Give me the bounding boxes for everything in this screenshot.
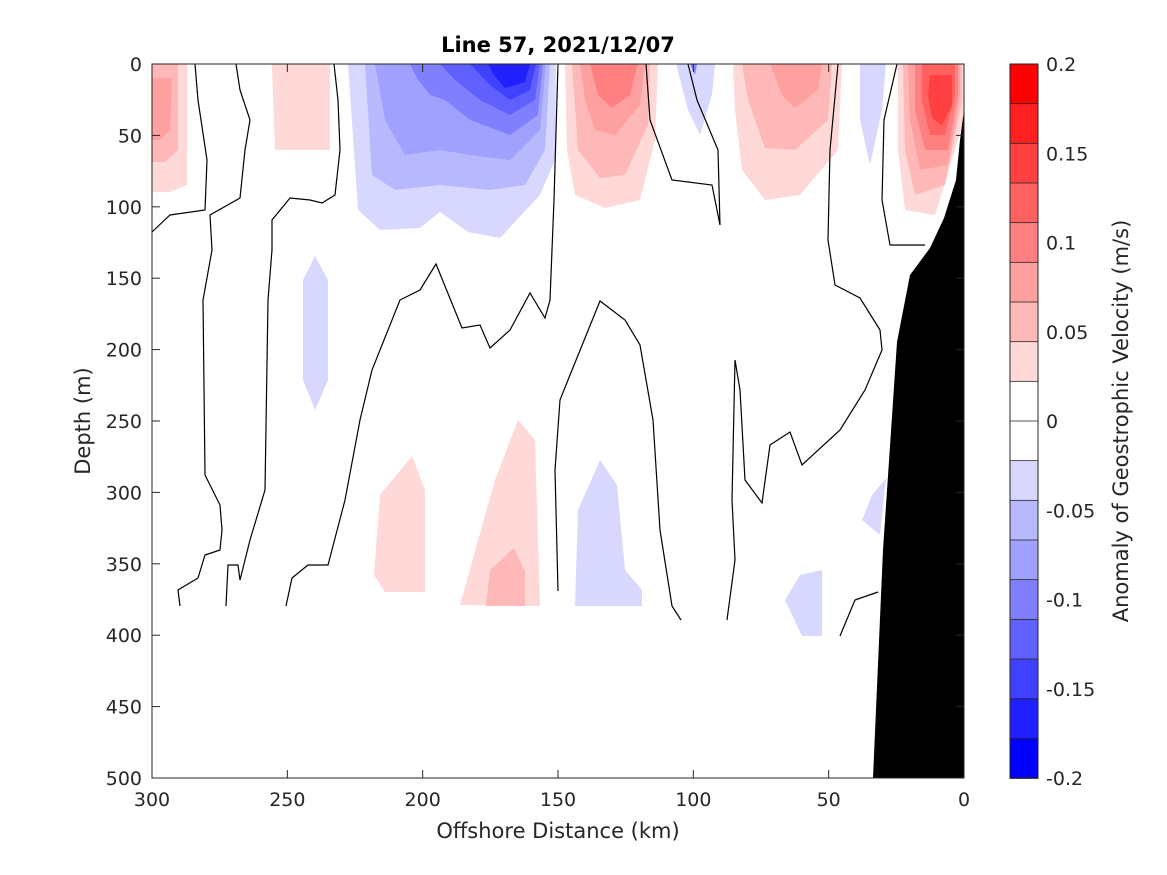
colorbar-cell-6: [1009, 301, 1039, 343]
colorbar-label: Anomaly of Geostrophic Velocity (m/s): [1109, 220, 1133, 623]
colorbar-cell-8: [1009, 380, 1039, 422]
colorbar-cell-14: [1009, 618, 1039, 660]
y-tick-label-0: 0: [130, 54, 142, 76]
x-axis-label: Offshore Distance (km): [436, 819, 679, 843]
contour-region-negative-33km: [862, 478, 886, 535]
x-tick-label-1: 250: [269, 789, 305, 811]
chart-title: Line 57, 2021/12/07: [441, 33, 675, 57]
colorbar-frame: [1009, 63, 1039, 779]
colorbar-cell-12: [1009, 539, 1039, 581]
colorbar-cell-15: [1009, 658, 1039, 700]
zero-contour-lines: [151, 63, 925, 637]
contour-region-positive-245km: [272, 64, 330, 150]
x-tick-label-4: 100: [675, 789, 711, 811]
x-tick-label-6: 0: [958, 789, 970, 811]
colorbar-cell-17: [1009, 737, 1039, 779]
colorbar-cell-11: [1009, 499, 1039, 541]
colorbar-ticks: 0.2 0.15 0.1 0.05 0 -0.05 -0.1 -0.15 -0.2: [1046, 54, 1095, 790]
contour-region-negative-100km: [676, 64, 715, 135]
contour-region-negative-35km: [860, 64, 886, 165]
y-ticks: 0 50 100 150 200 250 300 350 400 450 500: [106, 54, 964, 790]
colorbar-cell-9: [1009, 420, 1039, 462]
contour-region-negative-238km: [303, 256, 328, 410]
colorbar-tick-label-5: -0.05: [1046, 500, 1095, 522]
colorbar-cell-16: [1009, 698, 1039, 740]
colorbar-tick-label-6: -0.1: [1046, 590, 1083, 612]
colorbar-cell-7: [1009, 341, 1039, 383]
y-tick-label-3: 150: [106, 268, 142, 290]
colorbar-cell-4: [1009, 222, 1039, 264]
colorbar-tick-label-7: -0.15: [1046, 679, 1095, 701]
colorbar-cell-13: [1009, 579, 1039, 621]
colorbar-cell-1: [1009, 103, 1039, 145]
colorbar-cell-10: [1009, 460, 1039, 502]
colorbar-tick-label-3: 0.05: [1046, 322, 1088, 344]
colorbar-tick-label-1: 0.15: [1046, 143, 1088, 165]
y-tick-label-5: 250: [106, 411, 142, 433]
x-tick-label-5: 50: [817, 789, 841, 811]
colorbar-tick-label-2: 0.1: [1046, 233, 1076, 255]
contour-region-negative-135km: [575, 460, 642, 606]
y-tick-label-4: 200: [106, 340, 142, 362]
contour-region-positive-130km: [565, 64, 658, 208]
x-ticks: 300 250 200 150 100 50 0: [134, 64, 970, 811]
y-tick-label-2: 100: [106, 197, 142, 219]
contour-region-positive-300km: [152, 64, 187, 192]
contour-region-positive-15km: [898, 64, 964, 215]
colorbar-tick-label-4: 0: [1046, 411, 1058, 433]
y-tick-label-7: 350: [106, 554, 142, 576]
y-tick-label-10: 500: [106, 768, 142, 790]
colorbar-tick-label-0: 0.2: [1046, 54, 1076, 76]
contour-region-negative-60km: [785, 570, 822, 636]
x-tick-label-3: 150: [540, 789, 576, 811]
colorbar: 0.2 0.15 0.1 0.05 0 -0.05 -0.1 -0.15 -0.2: [1009, 54, 1095, 790]
contour-region-negative-170km: [348, 64, 556, 238]
colorbar-cell-2: [1009, 142, 1039, 184]
colorbar-cells: [1009, 63, 1039, 779]
x-tick-label-0: 300: [134, 789, 170, 811]
x-tick-label-2: 200: [405, 789, 441, 811]
y-tick-label-9: 450: [106, 697, 142, 719]
contour-region-positive-65km: [733, 64, 842, 200]
y-tick-label-8: 400: [106, 625, 142, 647]
colorbar-cell-5: [1009, 261, 1039, 303]
y-axis-label: Depth (m): [71, 367, 95, 474]
contour-region-positive-168km: [460, 420, 540, 606]
contour-region-positive-205km: [374, 456, 425, 592]
y-tick-label-1: 50: [118, 125, 142, 147]
colorbar-cell-0: [1009, 63, 1039, 105]
colorbar-tick-label-8: -0.2: [1046, 768, 1083, 790]
colorbar-cell-3: [1009, 182, 1039, 224]
plot-area: 300 250 200 150 100 50 0 050100150200250300350…: [106, 54, 970, 811]
y-tick-label-6: 300: [106, 482, 142, 504]
bathymetry-land: [873, 110, 964, 778]
